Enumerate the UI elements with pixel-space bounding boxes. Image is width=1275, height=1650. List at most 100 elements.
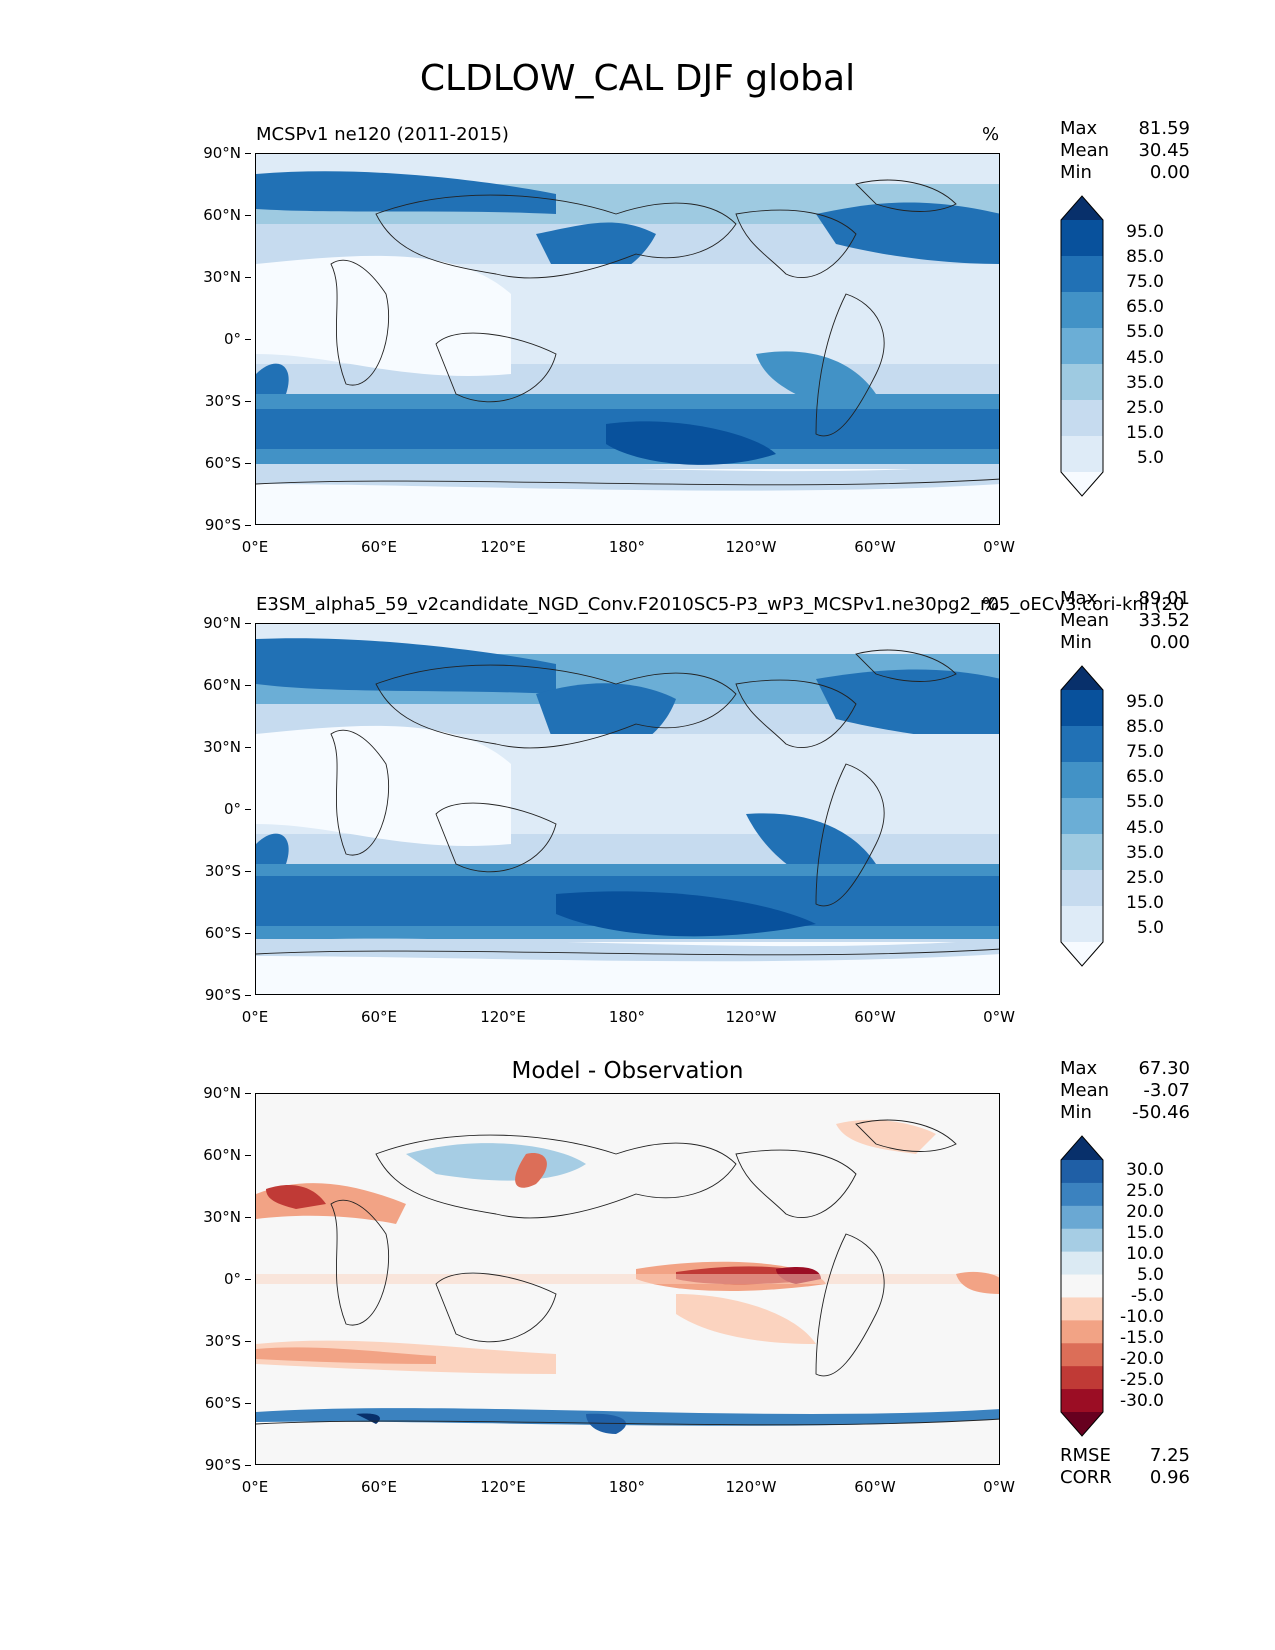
panel2-ytick: 60°N (166, 676, 251, 694)
colorbar-tick-label: 95.0 (1126, 691, 1164, 712)
panel3-xtick: 180° (608, 1478, 646, 1496)
colorbar-extend-bottom (1061, 1412, 1103, 1436)
colorbar-segment (1061, 364, 1103, 401)
panel3-ytick: 30°N (166, 1208, 251, 1226)
panel2-ytick: 30°N (166, 738, 251, 756)
colorbar-segment (1061, 220, 1103, 257)
panel2-stats: Max 89.01 Mean 33.52 Min 0.00 (1060, 588, 1190, 654)
colorbar-tick-label: 5.0 (1136, 448, 1164, 469)
colorbar-segment (1061, 1182, 1103, 1207)
colorbar-segment (1061, 762, 1103, 799)
colorbar-tick-label: 35.0 (1126, 372, 1164, 393)
figure-title: CLDLOW_CAL DJF global (419, 58, 856, 99)
colorbar-tick-label: -25.0 (1120, 1369, 1164, 1390)
panel1-field (256, 154, 999, 524)
colorbar-outline (1060, 1135, 1104, 1437)
panel1-xtick: 0°E (241, 538, 269, 556)
colorbar-segment (1061, 798, 1103, 835)
panel1-stats: Max 81.59 Mean 30.45 Min 0.00 (1060, 118, 1190, 184)
stat-corr: 0.96 (1149, 1467, 1190, 1488)
panel1-xtick: 60°W (854, 538, 896, 556)
colorbar-tick-label: 45.0 (1126, 347, 1164, 368)
panel3-footer: RMSE 7.25 CORR 0.96 (1060, 1445, 1190, 1489)
colorbar-segment (1061, 292, 1103, 329)
colorbar-tick-label: -15.0 (1120, 1327, 1164, 1348)
colorbar-segment (1061, 436, 1103, 473)
colorbar-segment (1061, 906, 1103, 943)
stat-label: CORR (1060, 1467, 1112, 1488)
panel3-map (255, 1093, 1000, 1465)
panel2-title: E3SM_alpha5_59_v2candidate_NGD_Conv.F201… (256, 594, 1185, 615)
stat-max: 67.30 (1138, 1058, 1190, 1079)
panel1-ytick: 60°N (166, 206, 251, 224)
panel2-ytick: 90°S (166, 986, 251, 1004)
panel3-xtick: 0°W (983, 1478, 1015, 1496)
colorbar-tick-label: 75.0 (1126, 742, 1164, 762)
colorbar-segment (1061, 1320, 1103, 1344)
panel2-map (255, 623, 1000, 995)
panel1-units: % (982, 124, 1000, 145)
colorbar-tick-label: 65.0 (1126, 297, 1164, 318)
colorbar-tick-label: 25.0 (1126, 398, 1164, 418)
colorbar-extend-top (1061, 666, 1103, 690)
panel3-field (256, 1094, 999, 1464)
colorbar-tick-label: 10.0 (1126, 1243, 1164, 1264)
colorbar-tick-label: 95.0 (1126, 221, 1164, 242)
panel1-map (255, 153, 1000, 525)
stat-max: 89.01 (1138, 588, 1190, 609)
panel3-ytick: 30°S (166, 1332, 251, 1350)
colorbar-segment (1061, 1160, 1103, 1184)
panel3-ytick: 60°N (166, 1146, 251, 1164)
colorbar-tick-label: 65.0 (1126, 767, 1164, 788)
panel2-xtick: 60°E (360, 1008, 398, 1026)
panel2-xtick: 180° (608, 1008, 646, 1026)
panel1-ytick: 60°S (166, 454, 251, 472)
colorbar-segment (1061, 690, 1103, 727)
panel3-xtick: 0°E (241, 1478, 269, 1496)
panel3-ytick: 90°S (166, 1456, 251, 1474)
panel3-stats: Max 67.30 Mean -3.07 Min -50.46 (1060, 1058, 1190, 1124)
panel1-ytick: 0° (166, 330, 251, 348)
colorbar-tick-label: -20.0 (1120, 1348, 1164, 1369)
stat-label: Mean (1060, 1080, 1110, 1101)
stat-rmse: 7.25 (1149, 1445, 1190, 1466)
colorbar-tick-label: -10.0 (1120, 1306, 1164, 1327)
panel3-xtick: 60°W (854, 1478, 896, 1496)
colorbar-extend-bottom (1061, 942, 1103, 966)
stat-min: 0.00 (1149, 162, 1190, 183)
panel1-xtick: 120°E (480, 538, 526, 556)
panel1-xtick: 60°E (360, 538, 398, 556)
colorbar-segment (1061, 834, 1103, 871)
colorbar-segment (1061, 1366, 1103, 1390)
stat-label: Min (1060, 1102, 1092, 1123)
colorbar-tick-label: 15.0 (1126, 423, 1164, 444)
panel1-title: MCSPv1 ne120 (2011-2015) (256, 124, 509, 145)
panel3-xtick: 120°W (725, 1478, 777, 1496)
stat-label: Min (1060, 632, 1092, 653)
panel1-xtick: 180° (608, 538, 646, 556)
panel2-ytick: 30°S (166, 862, 251, 880)
panel1-ytick: 30°N (166, 268, 251, 286)
colorbar-tick-label: 75.0 (1126, 272, 1164, 292)
colorbar-tick-label: 25.0 (1126, 868, 1164, 888)
colorbar-tick-label: 5.0 (1136, 918, 1164, 939)
panel3-ytick: 0° (166, 1270, 251, 1288)
colorbar-tick-label: 15.0 (1126, 893, 1164, 914)
colorbar-segment (1061, 1251, 1103, 1276)
colorbar-svg (1060, 1135, 1104, 1437)
colorbar-svg (1060, 665, 1104, 967)
stat-mean: 33.52 (1138, 610, 1190, 631)
panel2-xtick: 0°W (983, 1008, 1015, 1026)
colorbar-segment (1061, 1274, 1103, 1298)
colorbar-tick-label: 45.0 (1126, 817, 1164, 838)
panel3-title: Model - Observation (511, 1058, 744, 1084)
colorbar-outline (1060, 665, 1104, 967)
stat-mean: 30.45 (1138, 140, 1190, 161)
panel2-field (256, 624, 999, 994)
panel2-xtick: 0°E (241, 1008, 269, 1026)
panel3-xtick: 120°E (480, 1478, 526, 1496)
stat-label: Max (1060, 118, 1098, 139)
panel1-ytick: 90°S (166, 516, 251, 534)
stat-label: Min (1060, 162, 1092, 183)
colorbar-segment (1061, 1228, 1103, 1253)
